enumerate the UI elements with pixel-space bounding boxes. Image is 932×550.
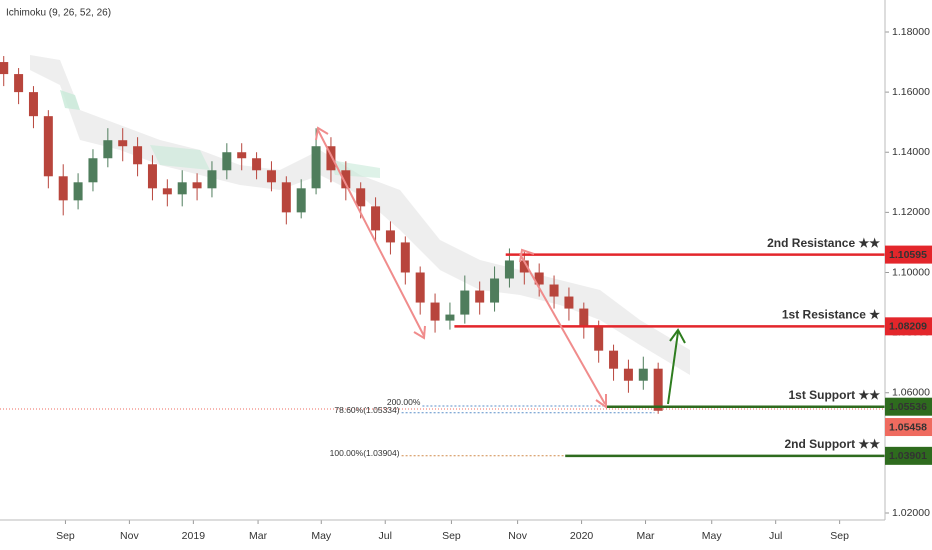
y-tick-label: 1.16000 xyxy=(892,86,930,98)
candle-body xyxy=(415,272,425,303)
y-tick-label: 1.18000 xyxy=(892,26,930,38)
arrowhead xyxy=(315,126,329,141)
level-price-box xyxy=(885,397,932,416)
level-name: 2nd Support ★★ xyxy=(784,437,880,451)
candle-body xyxy=(326,146,336,171)
cloud-bullish xyxy=(150,145,210,170)
level-name: 1st Support ★★ xyxy=(788,388,880,402)
candle-body xyxy=(371,206,381,231)
candle-body xyxy=(162,188,172,195)
last-price-box xyxy=(885,418,932,437)
price-labels: 1.10595 1.08209 1.05536 1.03901 1.05458 xyxy=(885,245,932,465)
x-tick-label: May xyxy=(311,530,332,542)
candle-body xyxy=(237,152,247,159)
candle-body xyxy=(460,290,470,315)
x-tick-label: Nov xyxy=(120,530,139,542)
candle-body xyxy=(14,74,24,93)
indicator-label: Ichimoku (9, 26, 52, 26) xyxy=(6,8,111,19)
y-tick-label: 1.10000 xyxy=(892,266,930,278)
candle-body xyxy=(430,302,440,321)
candle-body xyxy=(296,188,306,213)
level-price-label: 1.10595 xyxy=(889,249,927,261)
x-tick-label: Jul xyxy=(769,530,782,542)
fib-label: 200.00% xyxy=(387,397,421,407)
candle-body xyxy=(0,62,9,75)
candle-body xyxy=(43,116,53,177)
level-name: 1st Resistance ★ xyxy=(782,308,880,322)
cloud-area xyxy=(30,55,690,375)
arrowhead xyxy=(669,328,686,344)
candle-body xyxy=(281,182,291,213)
y-tick-label: 1.14000 xyxy=(892,146,930,158)
level-price-label: 1.03901 xyxy=(889,450,927,462)
x-tick-label: Mar xyxy=(636,530,655,542)
candle-body xyxy=(445,314,455,321)
fib-label: 100.00%(1.03904) xyxy=(330,448,400,458)
x-tick-label: Sep xyxy=(442,530,461,542)
level-price-box xyxy=(885,317,932,336)
fib-label: 78.60%(1.05334) xyxy=(334,405,399,415)
arrowhead xyxy=(519,248,535,263)
candle-body xyxy=(73,182,83,201)
x-tick-label: Nov xyxy=(508,530,527,542)
candle-body xyxy=(653,368,663,411)
arrow xyxy=(317,129,425,337)
candle-body xyxy=(356,188,366,207)
candle-body xyxy=(623,368,633,381)
candle-body xyxy=(266,170,276,183)
candle-body xyxy=(177,182,187,195)
arrowhead xyxy=(413,325,426,340)
candle-body xyxy=(252,158,262,171)
x-tick-label: Sep xyxy=(56,530,75,542)
y-tick-label: 1.02000 xyxy=(892,507,930,519)
candle-body xyxy=(400,242,410,273)
candle-body xyxy=(311,146,321,189)
arrow xyxy=(667,331,679,405)
candle-body xyxy=(504,260,514,279)
x-tick-label: 2020 xyxy=(570,530,594,542)
last-price-label: 1.05458 xyxy=(889,421,927,433)
candle-body xyxy=(534,272,544,285)
level-price-box xyxy=(885,446,932,465)
candle-body xyxy=(118,140,128,147)
level-price-label: 1.05536 xyxy=(889,401,927,413)
arrowhead xyxy=(595,394,607,409)
candle-body xyxy=(385,230,395,243)
candle-body xyxy=(192,182,202,189)
x-tick-label: Sep xyxy=(830,530,849,542)
x-tick-label: 2019 xyxy=(182,530,206,542)
candle-body xyxy=(638,368,648,381)
y-tick-label: 1.12000 xyxy=(892,206,930,218)
candle-body xyxy=(58,176,68,201)
x-tick-label: Mar xyxy=(249,530,268,542)
level-price-box xyxy=(885,245,932,264)
candle-body xyxy=(594,326,604,351)
ichimoku-cloud xyxy=(30,55,690,375)
candle-body xyxy=(341,170,351,189)
candle-body xyxy=(103,140,113,159)
candle-body xyxy=(222,152,232,171)
candle-body xyxy=(475,290,485,303)
x-tick-label: May xyxy=(702,530,723,542)
arrow xyxy=(519,253,606,405)
candle-body xyxy=(564,296,574,309)
candle-body xyxy=(549,284,559,297)
y-tick-label: 1.06000 xyxy=(892,387,930,399)
candle-body xyxy=(490,278,500,303)
candle-body xyxy=(207,170,217,189)
candle-body xyxy=(88,158,98,183)
level-price-label: 1.08209 xyxy=(889,321,927,333)
candle-body xyxy=(147,164,157,189)
x-tick-label: Jul xyxy=(379,530,392,542)
cloud-bullish xyxy=(60,90,80,110)
candle-body xyxy=(519,260,529,273)
candle-body xyxy=(28,92,38,117)
candle-body xyxy=(579,308,589,327)
candle-body xyxy=(133,146,143,165)
annotations xyxy=(315,126,686,409)
candle-body xyxy=(609,350,619,369)
level-name: 2nd Resistance ★★ xyxy=(767,236,880,250)
